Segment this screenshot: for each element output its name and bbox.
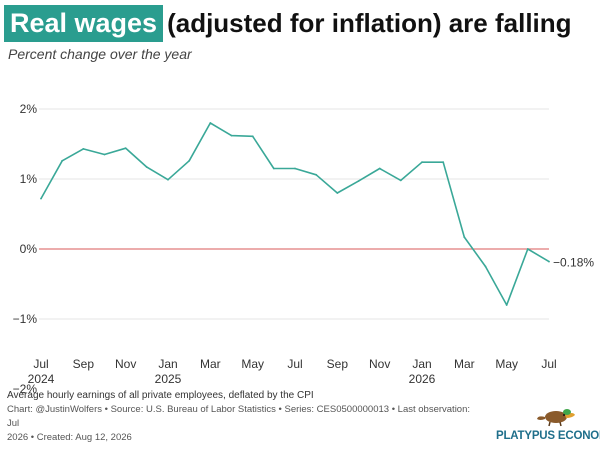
y-tick-label: 0% <box>20 242 38 256</box>
chart-title: Real wages (adjusted for inflation) are … <box>4 4 572 42</box>
chart-footer: Average hourly earnings of all private e… <box>7 389 477 445</box>
data-point <box>399 179 402 182</box>
series-line <box>40 122 550 306</box>
data-point <box>315 173 318 176</box>
end-value-label: −0.18% <box>553 256 594 270</box>
brand-name: PLATYPUS ECONOMICS <box>496 430 600 442</box>
x-tick-year: 2024 <box>28 372 55 386</box>
x-tick-label: Mar <box>200 357 221 371</box>
brand-logo: PLATYPUS ECONOMICS <box>496 402 600 442</box>
data-point <box>548 260 550 263</box>
x-tick-label: Sep <box>327 357 349 371</box>
data-point <box>357 180 360 183</box>
footer-source-cont: 2026 • Created: Aug 12, 2026 <box>7 432 132 443</box>
data-point <box>145 166 148 169</box>
data-point <box>272 167 275 170</box>
data-point <box>230 134 233 137</box>
data-point <box>484 265 487 268</box>
x-tick-label: May <box>495 357 518 371</box>
platypus-icon <box>537 409 575 427</box>
data-point <box>209 122 212 124</box>
y-tick-label: 1% <box>20 172 38 186</box>
x-tick-label: Jul <box>287 357 302 371</box>
title-rest: (adjusted for inflation) are falling <box>167 8 572 38</box>
data-point <box>82 148 85 150</box>
data-point <box>251 135 254 138</box>
y-tick-label: 2% <box>20 102 38 116</box>
data-point <box>294 167 296 170</box>
x-tick-label: Jan <box>412 357 431 371</box>
x-tick-year: 2025 <box>155 372 182 386</box>
chart-subtitle: Percent change over the year <box>8 46 192 62</box>
x-tick-label: Nov <box>115 357 136 371</box>
data-point <box>40 197 42 200</box>
data-point <box>526 248 529 250</box>
data-point <box>505 304 508 306</box>
data-point <box>188 159 191 162</box>
data-point <box>61 159 64 162</box>
data-point <box>167 178 169 181</box>
y-tick-label: −1% <box>13 312 38 326</box>
footer-note: Average hourly earnings of all private e… <box>7 390 314 401</box>
x-tick-label: Jul <box>541 357 556 371</box>
data-point <box>336 192 339 194</box>
x-tick-label: Jan <box>158 357 177 371</box>
x-tick-year: 2026 <box>409 372 436 386</box>
x-tick-label: Nov <box>369 357 390 371</box>
title-highlight: Real wages <box>4 4 164 42</box>
y-tick-label: −2% <box>13 382 38 396</box>
data-point <box>378 167 381 170</box>
x-tick-label: Mar <box>454 357 475 371</box>
data-point <box>421 161 423 164</box>
y-axis: 2% 1% 0% −1% −2% <box>13 102 38 396</box>
x-tick-label: Jul <box>33 357 48 371</box>
data-point <box>442 161 445 164</box>
x-tick-label: May <box>241 357 264 371</box>
data-point <box>124 147 127 150</box>
series-layer: −0.18% <box>40 122 594 306</box>
data-point <box>103 153 106 156</box>
grid-lines <box>39 108 549 320</box>
footer-source: Chart: @JustinWolfers • Source: U.S. Bur… <box>7 404 471 429</box>
x-tick-label: Sep <box>73 357 95 371</box>
data-point <box>463 236 466 239</box>
